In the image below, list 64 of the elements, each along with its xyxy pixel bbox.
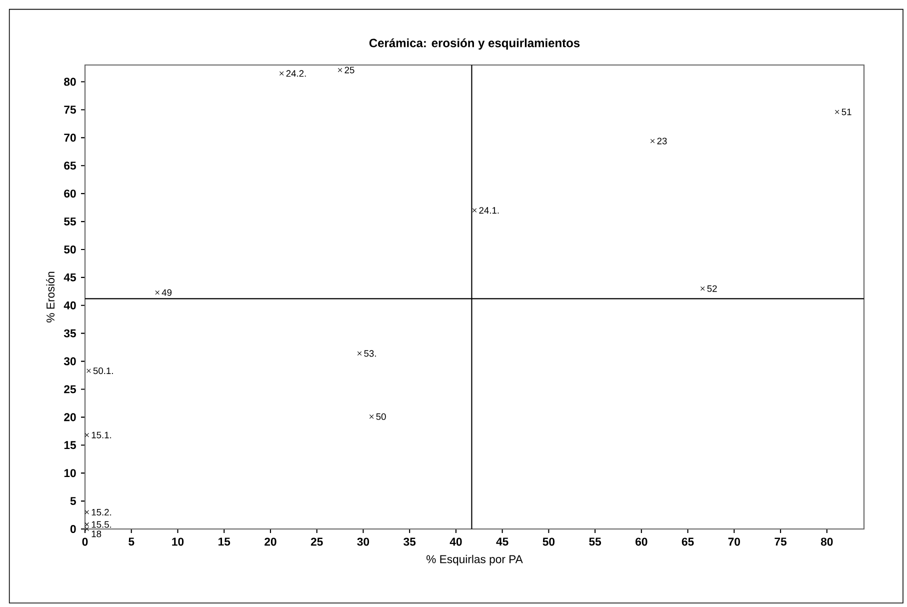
x-tick-label: 30 [357, 538, 370, 546]
point [834, 110, 840, 114]
y-tick-label: 5 [70, 497, 76, 505]
annotation: 24.1. [479, 207, 499, 214]
y-axis-title: % Erosión [46, 272, 55, 322]
y-tick-label: 10 [64, 469, 76, 478]
y-tick-label: 30 [64, 357, 76, 366]
point [86, 368, 91, 373]
annotation: 50.1. [93, 367, 113, 374]
annotation: 53. [364, 350, 376, 357]
point [472, 208, 477, 213]
x-tick-label: 60 [636, 538, 648, 546]
x-tick-label: 20 [264, 538, 276, 546]
point [650, 138, 655, 144]
x-tick-label: 45 [496, 538, 508, 546]
y-tick-label: 60 [64, 190, 76, 198]
y-tick-label: 20 [64, 413, 76, 422]
annotation: 52 [707, 285, 717, 292]
annotation: 24.2. [286, 70, 306, 77]
annotation: 25 [344, 66, 354, 74]
y-tick-label: 40 [64, 301, 76, 310]
x-tick-label: 70 [728, 538, 740, 546]
x-tick-label: 75 [774, 538, 787, 546]
point [357, 351, 362, 356]
x-tick-label: 55 [589, 538, 602, 546]
annotation: 23 [657, 138, 667, 144]
point [84, 432, 90, 438]
point [369, 414, 374, 419]
y-tick-label: 35 [64, 329, 76, 338]
y-tick-label: 25 [64, 385, 76, 394]
annotation: 18 [92, 530, 102, 538]
y-tick-label: 75 [64, 106, 76, 114]
y-tick-label: 15 [64, 441, 76, 450]
y-tick-label: 50 [64, 245, 76, 254]
annotation: 15.2. [92, 508, 112, 516]
annotation: 51 [842, 108, 852, 116]
x-axis-title: % Esquirlas por PA [426, 554, 523, 566]
x-tick-label: 40 [450, 538, 462, 546]
y-tick-label: 80 [64, 78, 76, 86]
y-tick-label: 45 [64, 273, 76, 282]
x-tick-label: 0 [82, 538, 88, 546]
annotation: 15.1. [92, 432, 112, 438]
chart-title: Cerámica: erosión y esquirlamientos [369, 38, 580, 50]
point [84, 522, 90, 527]
y-tick-label: 70 [64, 134, 76, 142]
annotation: 50 [376, 413, 386, 420]
x-tick-label: 15 [218, 538, 230, 546]
annotation: 49 [162, 289, 172, 296]
point [338, 68, 342, 72]
y-tick-label: 0 [70, 524, 76, 533]
x-tick-label: 10 [172, 538, 184, 546]
annotation: 15.5. [92, 521, 112, 528]
y-tick-label: 55 [64, 218, 76, 226]
y-tick-label: 65 [64, 162, 76, 170]
point [155, 290, 160, 295]
x-tick-label: 50 [542, 538, 555, 546]
point [84, 510, 90, 514]
point [279, 71, 284, 76]
x-tick-label: 25 [310, 538, 323, 546]
x-tick-label: 35 [404, 538, 416, 546]
point [700, 286, 705, 291]
x-tick-label: 65 [682, 538, 694, 546]
x-tick-label: 5 [128, 538, 134, 546]
x-tick-label: 80 [820, 538, 833, 546]
